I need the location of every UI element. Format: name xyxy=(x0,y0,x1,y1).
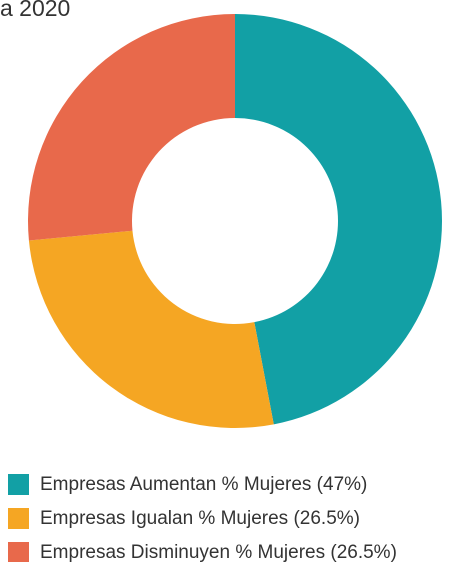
legend-label: Empresas Igualan % Mujeres (26.5%) xyxy=(40,508,360,529)
legend-swatch xyxy=(8,542,29,562)
pie-slice xyxy=(235,14,443,425)
pie-slice xyxy=(27,14,235,241)
pie-slice xyxy=(28,230,274,428)
legend-swatch xyxy=(8,508,29,529)
legend-swatch xyxy=(8,474,29,495)
chart-title: a 2020 xyxy=(0,0,70,21)
legend-label: Empresas Disminuyen % Mujeres (26.5%) xyxy=(40,542,397,562)
legend-label: Empresas Aumentan % Mujeres (47%) xyxy=(40,474,367,495)
